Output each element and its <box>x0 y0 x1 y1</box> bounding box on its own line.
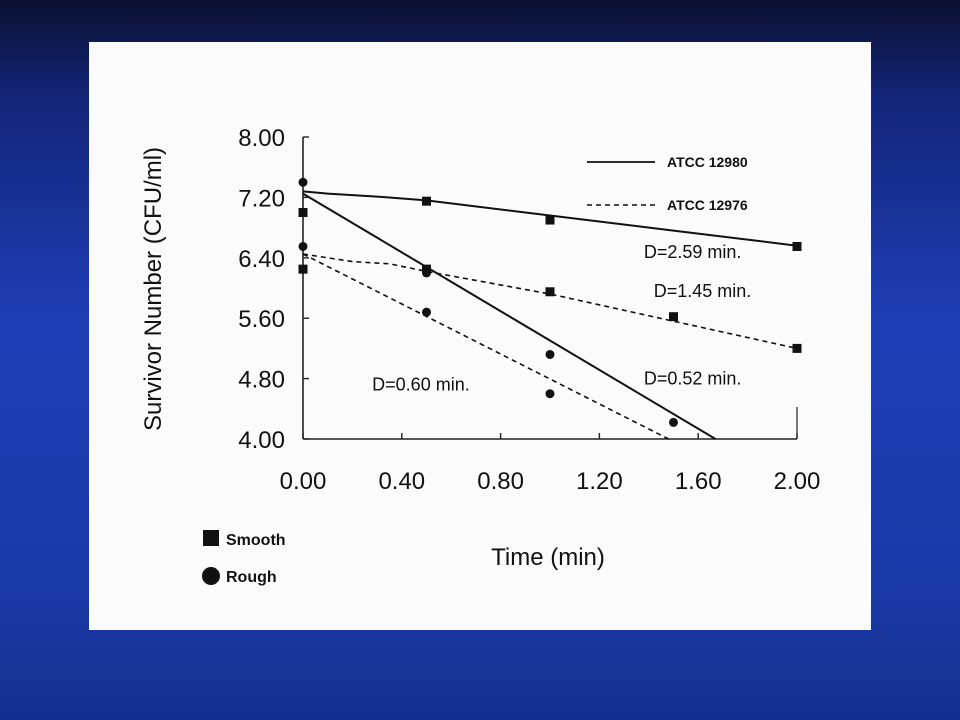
legend-square-marker <box>203 530 219 546</box>
square-marker <box>545 215 555 225</box>
x-tick-label: 0.00 <box>280 468 327 495</box>
slide-card: 0.00 0.40 0.80 1.20 1.60 2.00 8.00 7.20 6.40 5.6… <box>89 42 871 630</box>
d-value-label: D=0.52 min. <box>644 369 742 389</box>
square-marker <box>792 241 802 251</box>
x-tick-label: 0.80 <box>477 468 524 495</box>
circle-marker <box>298 241 308 251</box>
x-axis-ticks: 0.00 0.40 0.80 1.20 1.60 2.00 <box>280 433 821 495</box>
fit-line-1 <box>302 190 798 247</box>
y-tick-label: 4.00 <box>238 427 285 454</box>
legend-line-label: ATCC 12976 <box>667 197 748 213</box>
x-axis-title: Time (min) <box>491 544 605 571</box>
circle-marker <box>422 268 431 278</box>
y-tick-label: 8.00 <box>238 125 285 152</box>
circle-marker <box>669 417 678 427</box>
circle-marker <box>545 349 555 359</box>
square-marker <box>422 196 431 206</box>
circle-marker <box>298 177 308 187</box>
y-tick-label: 6.40 <box>238 246 285 273</box>
d-value-annotations: D=2.59 min. D=1.45 min. D=0.60 min. D=0.52 … <box>372 242 751 395</box>
legend-circle-marker <box>202 567 220 585</box>
y-axis-ticks: 8.00 7.20 6.40 5.60 4.80 4.00 <box>238 125 309 454</box>
circle-marker <box>422 307 431 317</box>
survivor-chart: 0.00 0.40 0.80 1.20 1.60 2.00 8.00 7.20 6.40 5.6… <box>140 125 821 586</box>
fit-line-4 <box>302 253 669 440</box>
square-marker <box>298 264 308 274</box>
x-tick-label: 2.00 <box>774 468 821 495</box>
d-value-label: D=0.60 min. <box>372 375 470 395</box>
legend-marker-label: Rough <box>226 569 277 586</box>
legend-marker-label: Smooth <box>226 532 286 549</box>
y-tick-label: 7.20 <box>238 185 285 212</box>
data-markers <box>298 177 802 427</box>
square-marker <box>545 287 555 297</box>
x-tick-label: 1.20 <box>576 468 623 495</box>
legend-line-label: ATCC 12980 <box>667 154 748 170</box>
y-tick-label: 5.60 <box>238 306 285 333</box>
fit-lines <box>302 190 798 440</box>
marker-legend: Smooth Rough <box>202 530 286 586</box>
line-legend: ATCC 12980 ATCC 12976 <box>587 154 748 213</box>
d-value-label: D=1.45 min. <box>654 281 752 301</box>
circle-marker <box>545 389 555 399</box>
fit-line-2 <box>302 253 798 350</box>
fit-line-3 <box>302 192 717 440</box>
x-tick-label: 1.60 <box>675 468 722 495</box>
d-value-label: D=2.59 min. <box>644 242 742 262</box>
square-marker <box>792 343 802 353</box>
x-tick-label: 0.40 <box>378 468 425 495</box>
y-axis-title: Survivor Number (CFU/ml) <box>140 147 167 431</box>
y-tick-label: 4.80 <box>238 367 285 394</box>
square-marker <box>669 312 678 322</box>
square-marker <box>298 208 308 217</box>
